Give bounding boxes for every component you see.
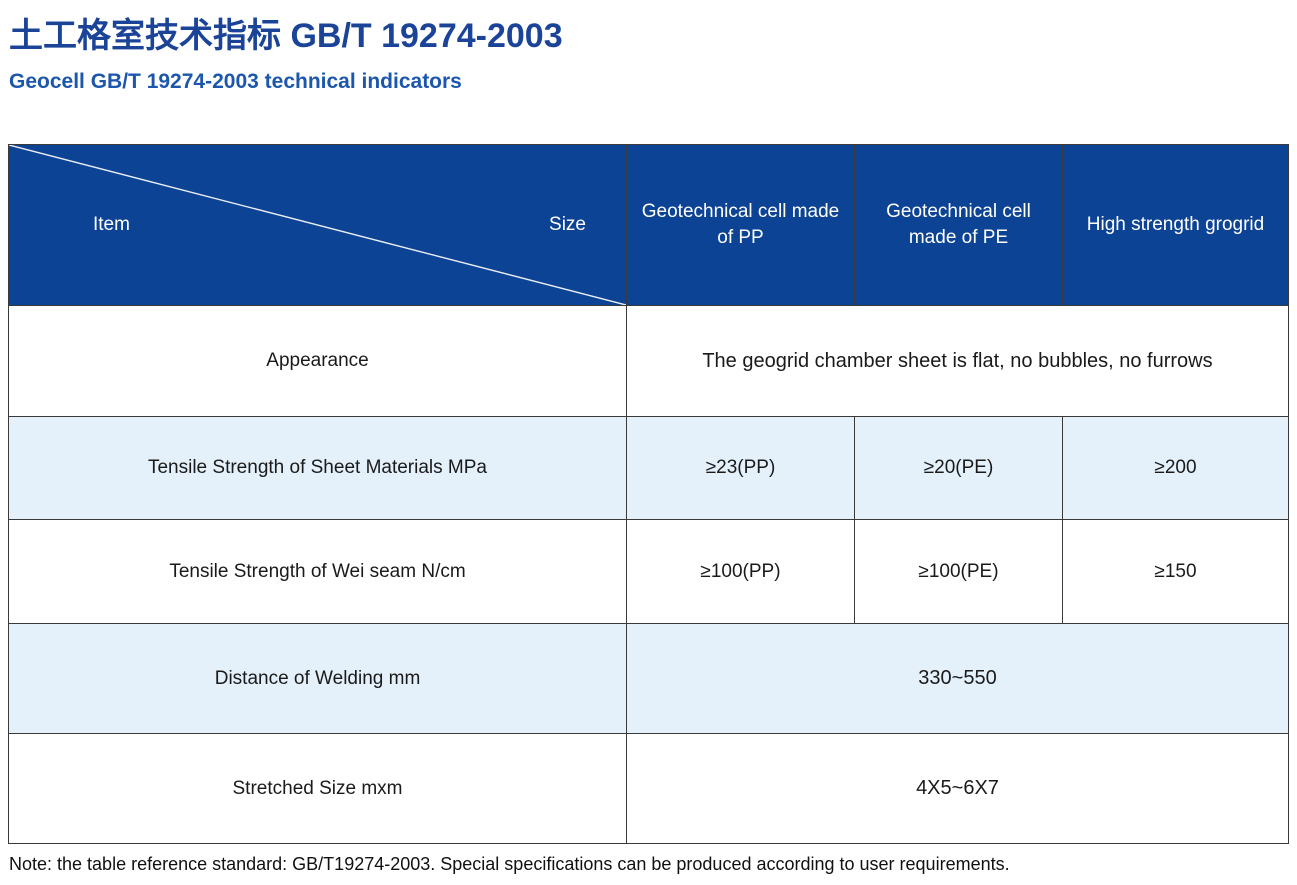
cell-value: ≥200 [1062, 416, 1289, 521]
spec-table: Item Size Geotechnical cell made of PP G… [8, 144, 1289, 845]
row-label: Appearance [8, 305, 627, 418]
row-label: Tensile Strength of Wei seam N/cm [8, 519, 627, 625]
row-value-merged: 4X5~6X7 [626, 733, 1289, 845]
cell-value: ≥20(PE) [854, 416, 1063, 521]
row-value-merged: The geogrid chamber sheet is flat, no bu… [626, 305, 1289, 418]
table-row-tensile-seam: Tensile Strength of Wei seam N/cm ≥100(P… [8, 519, 1289, 625]
page-subtitle: Geocell GB/T 19274-2003 technical indica… [9, 69, 462, 93]
cell-value: ≥100(PP) [626, 519, 855, 625]
table-row-stretched-size: Stretched Size mxm 4X5~6X7 [8, 733, 1289, 845]
table-row-welding-distance: Distance of Welding mm 330~550 [8, 623, 1289, 735]
table-row-tensile-sheet: Tensile Strength of Sheet Materials MPa … [8, 416, 1289, 521]
table-header-row: Item Size Geotechnical cell made of PP G… [8, 144, 1289, 307]
corner-item-label: Item [93, 214, 130, 236]
page-title: 土工格室技术指标 GB/T 19274-2003 [9, 17, 563, 55]
corner-size-label: Size [549, 214, 586, 236]
row-label: Distance of Welding mm [8, 623, 627, 735]
row-label: Stretched Size mxm [8, 733, 627, 845]
row-label: Tensile Strength of Sheet Materials MPa [8, 416, 627, 521]
row-value-merged: 330~550 [626, 623, 1289, 735]
cell-value: ≥23(PP) [626, 416, 855, 521]
corner-header-cell: Item Size [8, 144, 627, 307]
cell-value: ≥100(PE) [854, 519, 1063, 625]
column-header-pp: Geotechnical cell made of PP [626, 144, 855, 307]
column-header-grogrid: High strength grogrid [1062, 144, 1289, 307]
column-header-pe: Geotechnical cell made of PE [854, 144, 1063, 307]
cell-value: ≥150 [1062, 519, 1289, 625]
diagonal-divider-line [9, 145, 626, 305]
table-row-appearance: Appearance The geogrid chamber sheet is … [8, 305, 1289, 418]
note-text: Note: the table reference standard: GB/T… [9, 854, 1010, 875]
